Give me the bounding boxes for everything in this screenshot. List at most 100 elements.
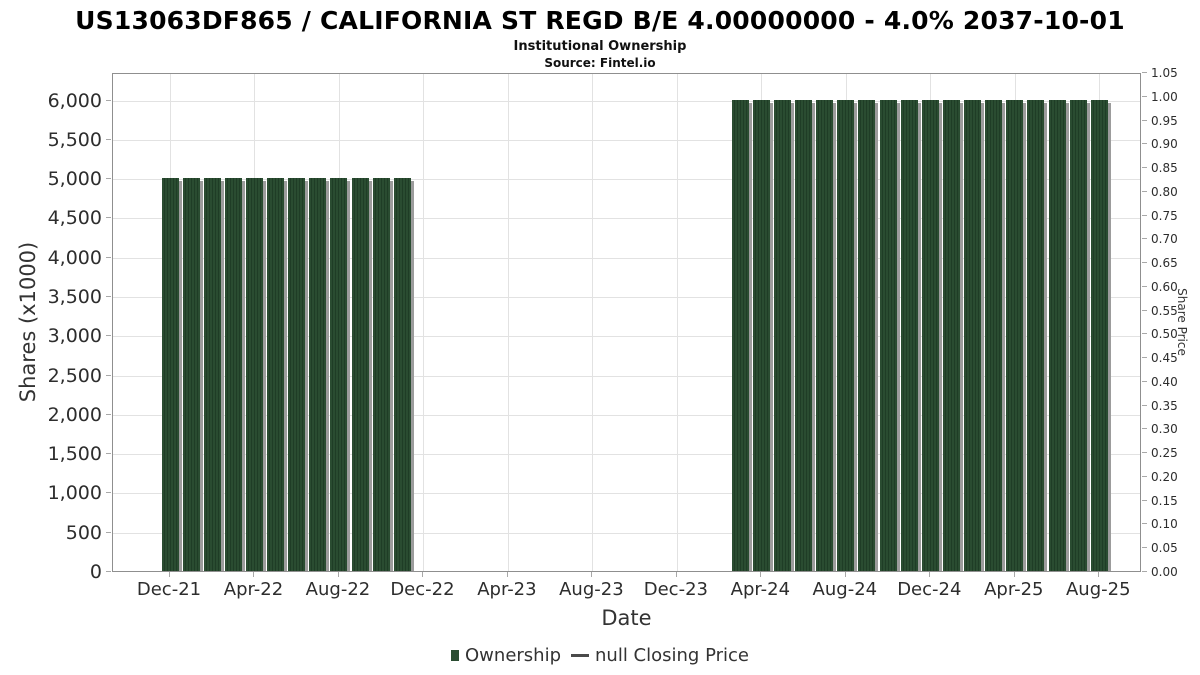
right-axis-tick bbox=[1142, 214, 1147, 216]
right-axis-tick bbox=[1142, 190, 1147, 192]
left-axis-tick bbox=[106, 217, 111, 219]
x-axis-tick bbox=[760, 572, 762, 577]
left-axis-tick-label: 2,000 bbox=[47, 403, 102, 426]
closing-price-legend-line-icon bbox=[571, 654, 590, 657]
chart-source: Source: Fintel.io bbox=[544, 56, 656, 70]
ownership-bar bbox=[773, 99, 794, 572]
left-axis-tick-label: 4,000 bbox=[47, 246, 102, 269]
x-axis-tick bbox=[1013, 572, 1015, 577]
ownership-bar bbox=[752, 99, 773, 572]
ownership-legend-square-icon bbox=[451, 650, 460, 661]
x-axis-tick bbox=[169, 572, 170, 577]
ownership-bar bbox=[1027, 99, 1048, 572]
legend-item-closing-price: null Closing Price bbox=[571, 645, 749, 666]
ownership-bar bbox=[879, 99, 900, 572]
ownership-bar bbox=[288, 178, 309, 571]
ownership-bar bbox=[964, 99, 985, 572]
legend: Ownership null Closing Price bbox=[0, 645, 1200, 666]
right-axis-tick bbox=[1142, 571, 1147, 572]
right-axis-tick-label: 0.80 bbox=[1151, 184, 1178, 199]
ownership-bar bbox=[203, 178, 224, 571]
left-axis-tick-label: 6,000 bbox=[47, 89, 102, 112]
left-axis-tick-label: 5,000 bbox=[47, 168, 102, 191]
h-gridline bbox=[113, 336, 1140, 338]
left-axis-tick-label: 3,000 bbox=[47, 325, 102, 348]
left-axis-tick bbox=[106, 413, 111, 415]
v-gridline bbox=[592, 74, 594, 571]
right-axis-tick-label: 0.40 bbox=[1151, 374, 1178, 389]
ownership-bar bbox=[351, 178, 372, 571]
legend-item-ownership: Ownership bbox=[451, 645, 561, 666]
ownership-bar bbox=[372, 178, 393, 571]
h-gridline bbox=[113, 454, 1140, 456]
x-axis-tick-label: Apr-24 bbox=[730, 579, 791, 600]
ownership-bar bbox=[224, 178, 245, 571]
right-axis-tick bbox=[1142, 523, 1147, 525]
left-axis-tick-label: 2,500 bbox=[47, 364, 102, 387]
ownership-bar bbox=[1048, 99, 1069, 572]
right-axis-tick-label: 0.75 bbox=[1151, 208, 1178, 223]
left-axis-tick bbox=[106, 374, 111, 376]
right-axis-tick-label: 0.10 bbox=[1151, 517, 1178, 532]
x-axis-tick bbox=[844, 572, 846, 577]
right-axis-tick bbox=[1142, 475, 1147, 477]
h-gridline bbox=[113, 532, 1140, 534]
ownership-bar bbox=[330, 178, 351, 571]
ownership-bar bbox=[795, 99, 816, 572]
plot-area bbox=[112, 73, 1141, 572]
right-axis-tick-label: 0.50 bbox=[1151, 327, 1178, 342]
right-axis-tick bbox=[1142, 285, 1147, 287]
x-axis-tick-label: Apr-23 bbox=[477, 579, 537, 600]
left-axis-tick bbox=[106, 492, 111, 494]
right-axis-tick-label: 0.70 bbox=[1151, 232, 1178, 247]
h-gridline bbox=[113, 139, 1140, 141]
h-gridline bbox=[113, 100, 1140, 102]
left-axis-tick-label: 3,500 bbox=[47, 285, 102, 308]
h-gridline bbox=[113, 257, 1140, 259]
h-gridline bbox=[113, 218, 1140, 220]
right-axis-tick bbox=[1142, 309, 1147, 311]
ownership-bar bbox=[393, 178, 414, 571]
left-axis-tick-label: 0 bbox=[89, 561, 102, 583]
left-axis-tick bbox=[106, 571, 111, 572]
x-axis-tick bbox=[422, 572, 424, 577]
right-axis-tick bbox=[1142, 547, 1147, 549]
right-axis-tick-label: 0.65 bbox=[1151, 256, 1178, 271]
x-axis-tick bbox=[253, 572, 255, 577]
left-axis-tick bbox=[106, 295, 111, 297]
x-axis-tick bbox=[675, 572, 677, 577]
ownership-bar bbox=[858, 99, 879, 572]
v-gridline bbox=[507, 74, 509, 571]
chart-subtitle: Institutional Ownership bbox=[513, 39, 687, 54]
ownership-bar bbox=[267, 178, 288, 571]
right-axis-tick bbox=[1142, 357, 1147, 359]
x-axis-tick bbox=[591, 572, 593, 577]
x-axis-tick bbox=[929, 572, 931, 577]
left-axis-title: Shares (x1000) bbox=[16, 241, 40, 403]
x-axis-tick-label: Dec-22 bbox=[390, 579, 455, 600]
v-gridline bbox=[676, 74, 678, 571]
ownership-bar bbox=[161, 178, 182, 571]
x-axis-tick-label: Dec-24 bbox=[897, 579, 962, 600]
h-gridline bbox=[113, 296, 1140, 298]
x-axis-tick bbox=[1098, 572, 1100, 577]
ownership-bar bbox=[816, 99, 837, 572]
right-axis-tick-label: 0.55 bbox=[1151, 303, 1178, 318]
ownership-bar bbox=[942, 99, 963, 572]
x-axis-tick-label: Dec-23 bbox=[643, 579, 708, 600]
x-axis-tick-label: Aug-24 bbox=[812, 579, 878, 600]
right-axis-tick bbox=[1142, 333, 1147, 335]
left-axis-tick bbox=[106, 531, 111, 533]
right-axis-tick-label: 0.15 bbox=[1151, 493, 1178, 508]
right-axis-tick-label: 0.30 bbox=[1151, 422, 1178, 437]
right-axis-tick bbox=[1142, 238, 1147, 240]
ownership-bar bbox=[1090, 99, 1111, 572]
right-axis-tick-label: 0.35 bbox=[1151, 398, 1178, 413]
right-axis-tick-label: 0.25 bbox=[1151, 446, 1178, 461]
left-axis-tick-label: 5,500 bbox=[47, 128, 102, 151]
chart-title: US13063DF865 / CALIFORNIA ST REGD B/E 4.… bbox=[75, 6, 1125, 35]
right-axis-tick-label: 0.90 bbox=[1151, 137, 1178, 152]
right-axis-tick-label: 0.00 bbox=[1151, 565, 1178, 579]
right-axis-tick bbox=[1142, 404, 1147, 406]
